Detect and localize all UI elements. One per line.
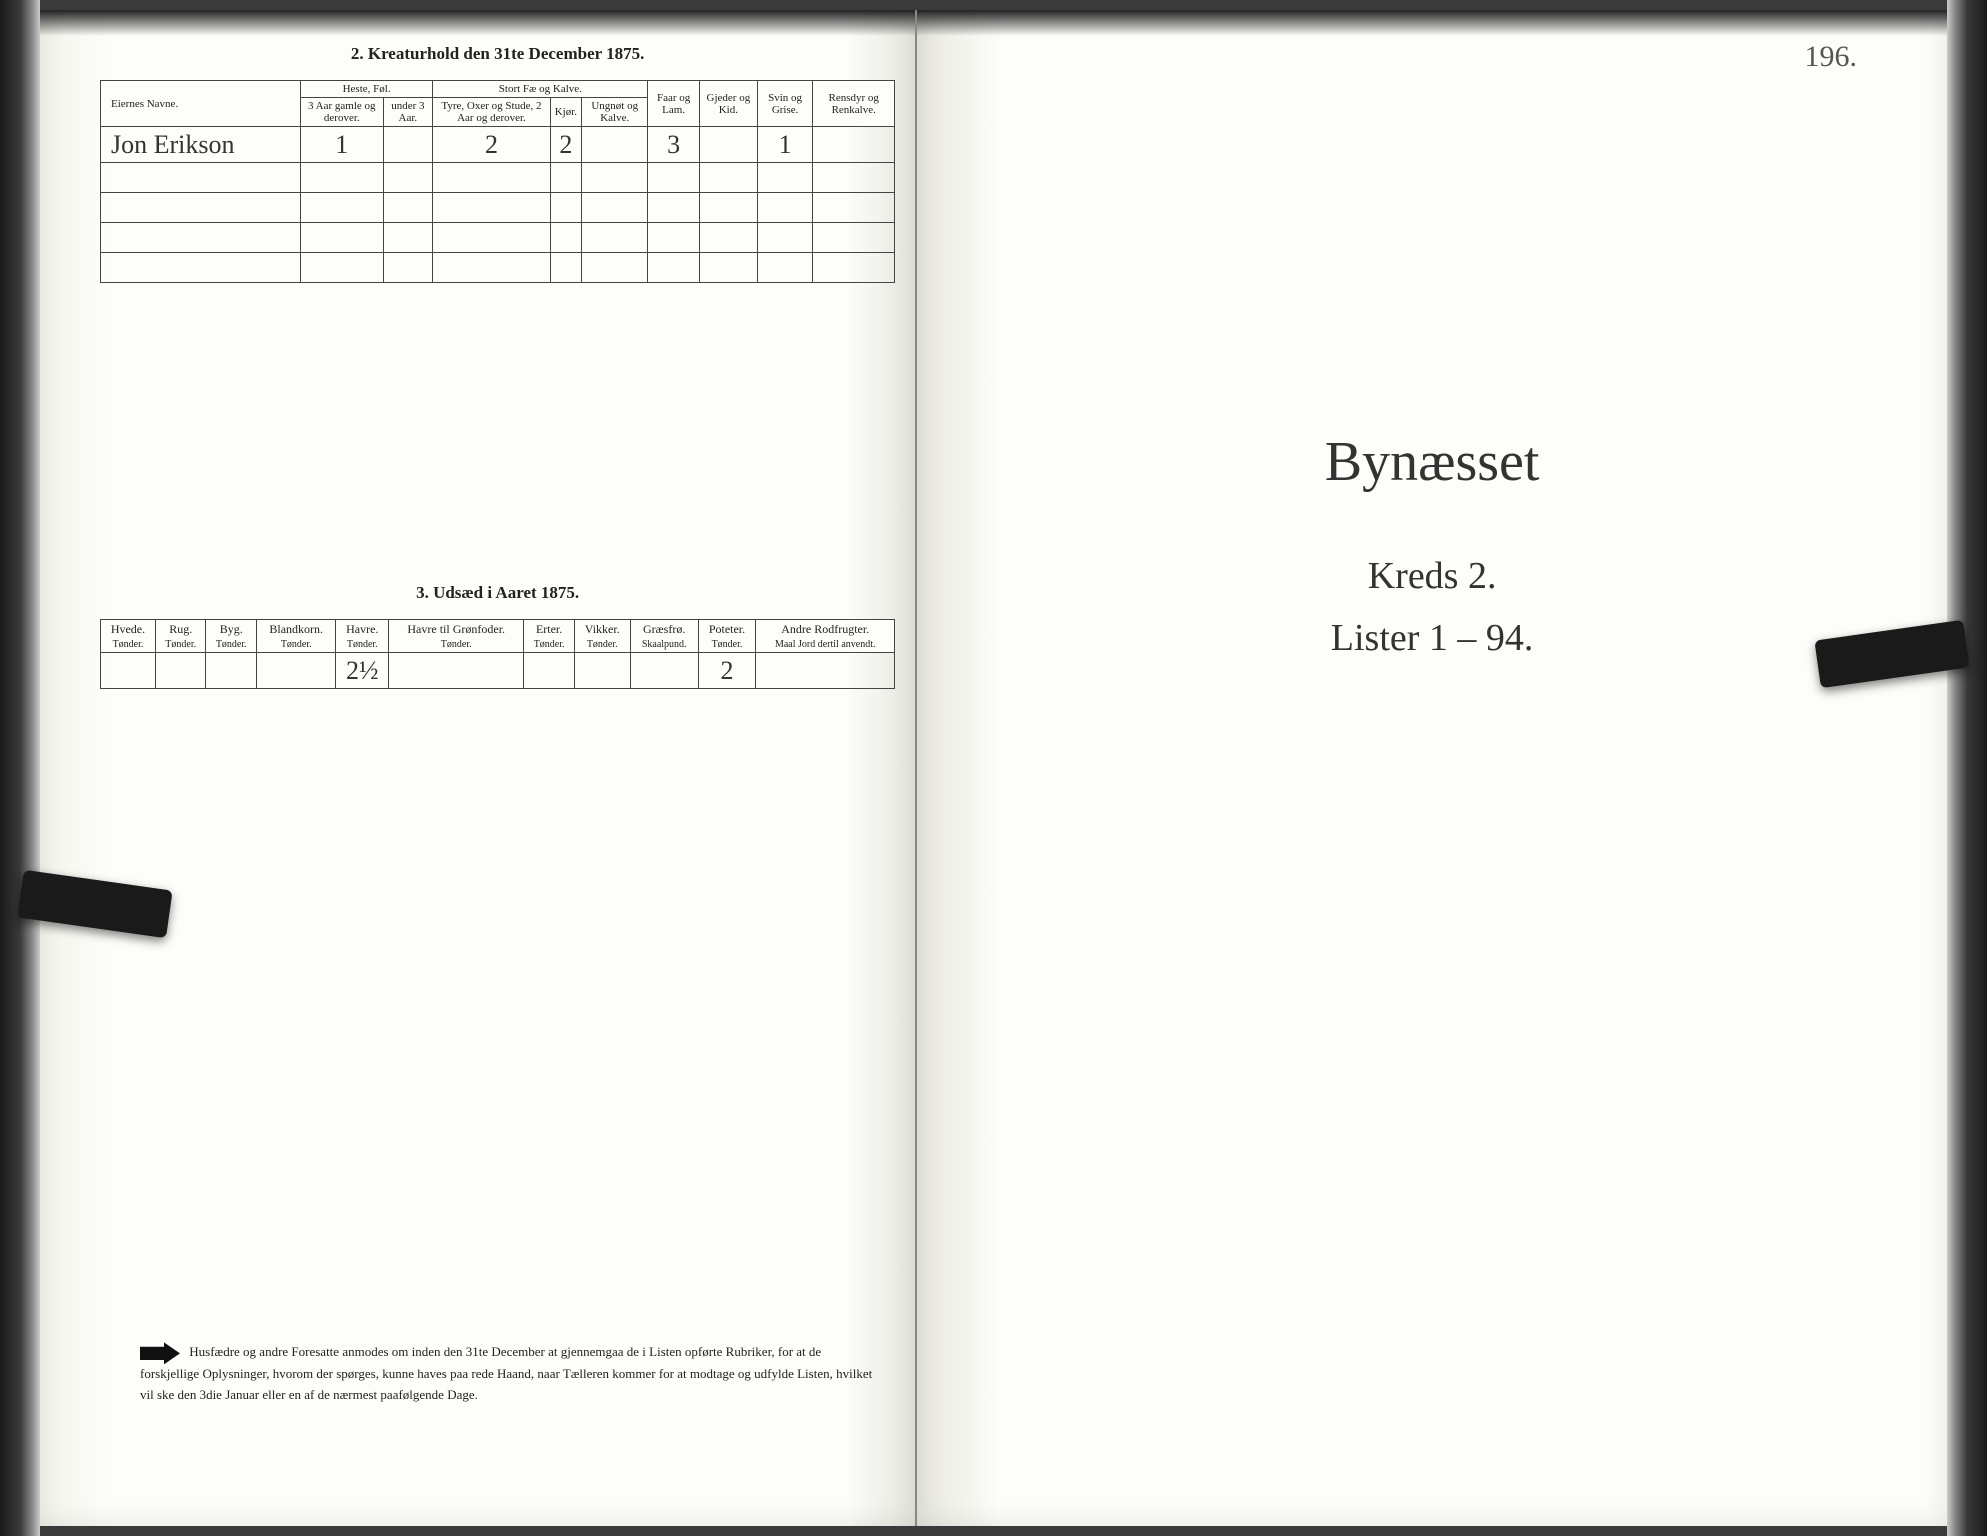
cell-storfe-c <box>582 127 648 163</box>
cell-erter <box>524 653 575 689</box>
seed-table: Hvede.Tønder. Rug.Tønder. Byg.Tønder. Bl… <box>100 619 895 689</box>
cell-ren <box>813 127 895 163</box>
folio-number: 196. <box>1804 40 1857 74</box>
cell-blandkorn <box>256 653 335 689</box>
table-row: 2½ 2 <box>101 653 895 689</box>
col-havre-gron: Havre til Grønfoder.Tønder. <box>389 620 524 653</box>
cell-owner: Jon Erikson <box>101 127 301 163</box>
page-top-shadow <box>917 10 1947 36</box>
col-gjed: Gjeder og Kid. <box>699 81 757 127</box>
section2-title: 2. Kreaturhold den 31te December 1875. <box>100 44 895 64</box>
cell-svin: 1 <box>757 127 812 163</box>
col-storfe-b: Kjør. <box>550 98 581 127</box>
open-book: 2. Kreaturhold den 31te December 1875. E… <box>40 10 1947 1526</box>
archive-clip-left <box>17 870 172 938</box>
table-row <box>101 253 895 283</box>
cell-havre-gron <box>389 653 524 689</box>
cell-byg <box>206 653 257 689</box>
cell-poteter: 2 <box>698 653 755 689</box>
pointing-hand-icon <box>140 1342 180 1364</box>
page-top-shadow <box>40 10 915 36</box>
col-svin: Svin og Grise. <box>757 81 812 127</box>
table-row <box>101 163 895 193</box>
place-name: Bynæsset <box>917 430 1947 494</box>
table-row: Jon Erikson 1 2 2 3 1 <box>101 127 895 163</box>
right-page: 196. Bynæsset Kreds 2. Lister 1 – 94. <box>917 10 1947 1526</box>
footnote: Husfædre og andre Foresatte anmodes om i… <box>140 1342 875 1406</box>
col-faar: Faar og Lam. <box>648 81 699 127</box>
col-blandkorn: Blandkorn.Tønder. <box>256 620 335 653</box>
col-storfe-a: Tyre, Oxer og Stude, 2 Aar og derover. <box>433 98 550 127</box>
cell-hvede <box>101 653 156 689</box>
col-heste-a: 3 Aar gamle og derover. <box>301 98 384 127</box>
col-storfe-c: Ungnøt og Kalve. <box>582 98 648 127</box>
kreds-line: Kreds 2. <box>917 554 1947 598</box>
book-edge-left <box>0 0 40 1536</box>
cell-storfe-b: 2 <box>550 127 581 163</box>
colgroup-heste: Heste, Føl. <box>301 81 433 98</box>
cell-graesfro <box>630 653 698 689</box>
col-graesfro: Græsfrø.Skaalpund. <box>630 620 698 653</box>
col-vikker: Vikker.Tønder. <box>574 620 630 653</box>
cell-havre: 2½ <box>336 653 389 689</box>
col-erter: Erter.Tønder. <box>524 620 575 653</box>
cell-vikker <box>574 653 630 689</box>
lister-line: Lister 1 – 94. <box>917 616 1947 660</box>
col-heste-b: under 3 Aar. <box>383 98 433 127</box>
col-ren: Rensdyr og Renkalve. <box>813 81 895 127</box>
col-havre: Havre.Tønder. <box>336 620 389 653</box>
table-row <box>101 193 895 223</box>
cell-andre <box>756 653 895 689</box>
colgroup-storfe: Stort Fæ og Kalve. <box>433 81 648 98</box>
col-hvede: Hvede.Tønder. <box>101 620 156 653</box>
section3-title: 3. Udsæd i Aaret 1875. <box>100 583 895 603</box>
cell-heste-b <box>383 127 433 163</box>
col-andre: Andre Rodfrugter.Maal Jord dertil anvend… <box>756 620 895 653</box>
handwritten-block: Bynæsset Kreds 2. Lister 1 – 94. <box>917 430 1947 678</box>
col-rug: Rug.Tønder. <box>155 620 206 653</box>
footnote-text: Husfædre og andre Foresatte anmodes om i… <box>140 1344 872 1402</box>
livestock-table: Eiernes Navne. Heste, Føl. Stort Fæ og K… <box>100 80 895 283</box>
cell-rug <box>155 653 206 689</box>
col-poteter: Poteter.Tønder. <box>698 620 755 653</box>
cell-gjed <box>699 127 757 163</box>
left-page: 2. Kreaturhold den 31te December 1875. E… <box>40 10 917 1526</box>
cell-heste-a: 1 <box>301 127 384 163</box>
table-row <box>101 223 895 253</box>
col-owners: Eiernes Navne. <box>101 81 301 127</box>
book-edge-right <box>1947 0 1987 1536</box>
col-byg: Byg.Tønder. <box>206 620 257 653</box>
cell-faar: 3 <box>648 127 699 163</box>
cell-storfe-a: 2 <box>433 127 550 163</box>
